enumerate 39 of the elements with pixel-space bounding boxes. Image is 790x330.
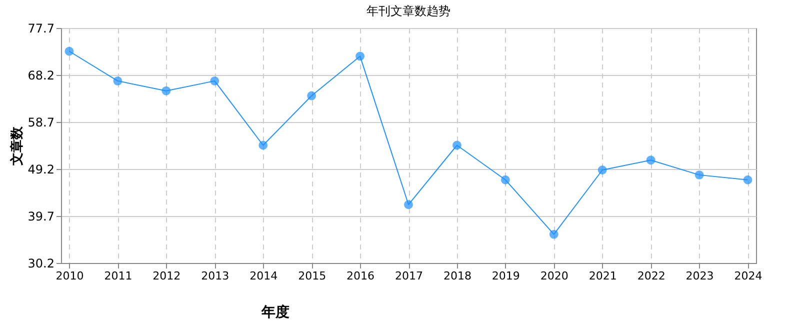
point (162, 86, 171, 96)
y-tick-label: 58.7 (28, 116, 54, 130)
point (500, 175, 510, 184)
point (258, 140, 268, 150)
x-axis-title: 年度 (260, 304, 290, 320)
x-tick-label: 2024 (734, 270, 762, 282)
x-tick-label: 2015 (298, 270, 326, 282)
x-tick-label: 2011 (104, 270, 132, 282)
x-tick-label: 2014 (250, 270, 278, 282)
y-tick-label: 39.7 (28, 210, 54, 224)
point (356, 52, 365, 61)
y-tick-label: 30.2 (28, 256, 54, 270)
x-tick-label: 2023 (686, 270, 714, 282)
x-tick-label: 2020 (540, 270, 568, 282)
point (694, 170, 704, 180)
point (646, 156, 656, 165)
x-tick-label: 2019 (492, 270, 520, 282)
point (64, 46, 74, 56)
x-tick-label: 2012 (152, 270, 181, 282)
point (404, 200, 413, 210)
x-tick-label: 2021 (588, 270, 617, 282)
point (549, 230, 558, 239)
point (210, 76, 220, 86)
y-tick-label: 68.2 (28, 68, 54, 82)
y-axis-title: 文章数 (8, 126, 25, 166)
x-tick-label: 2018 (443, 270, 472, 282)
y-tick-label: 49.2 (28, 162, 54, 176)
x-tick-label: 2010 (56, 270, 84, 282)
chart-title: 年刊文章数趋势 (366, 4, 450, 18)
point (307, 91, 316, 100)
point (598, 166, 607, 174)
x-tick-label: 2016 (346, 270, 375, 282)
x-tick-label: 2022 (637, 270, 666, 282)
x-tick-label: 2017 (395, 270, 423, 282)
point (113, 76, 122, 86)
y-tick-label: 77.7 (28, 22, 54, 36)
point (452, 140, 462, 150)
x-tick-label: 2013 (201, 270, 230, 282)
point (743, 175, 752, 184)
